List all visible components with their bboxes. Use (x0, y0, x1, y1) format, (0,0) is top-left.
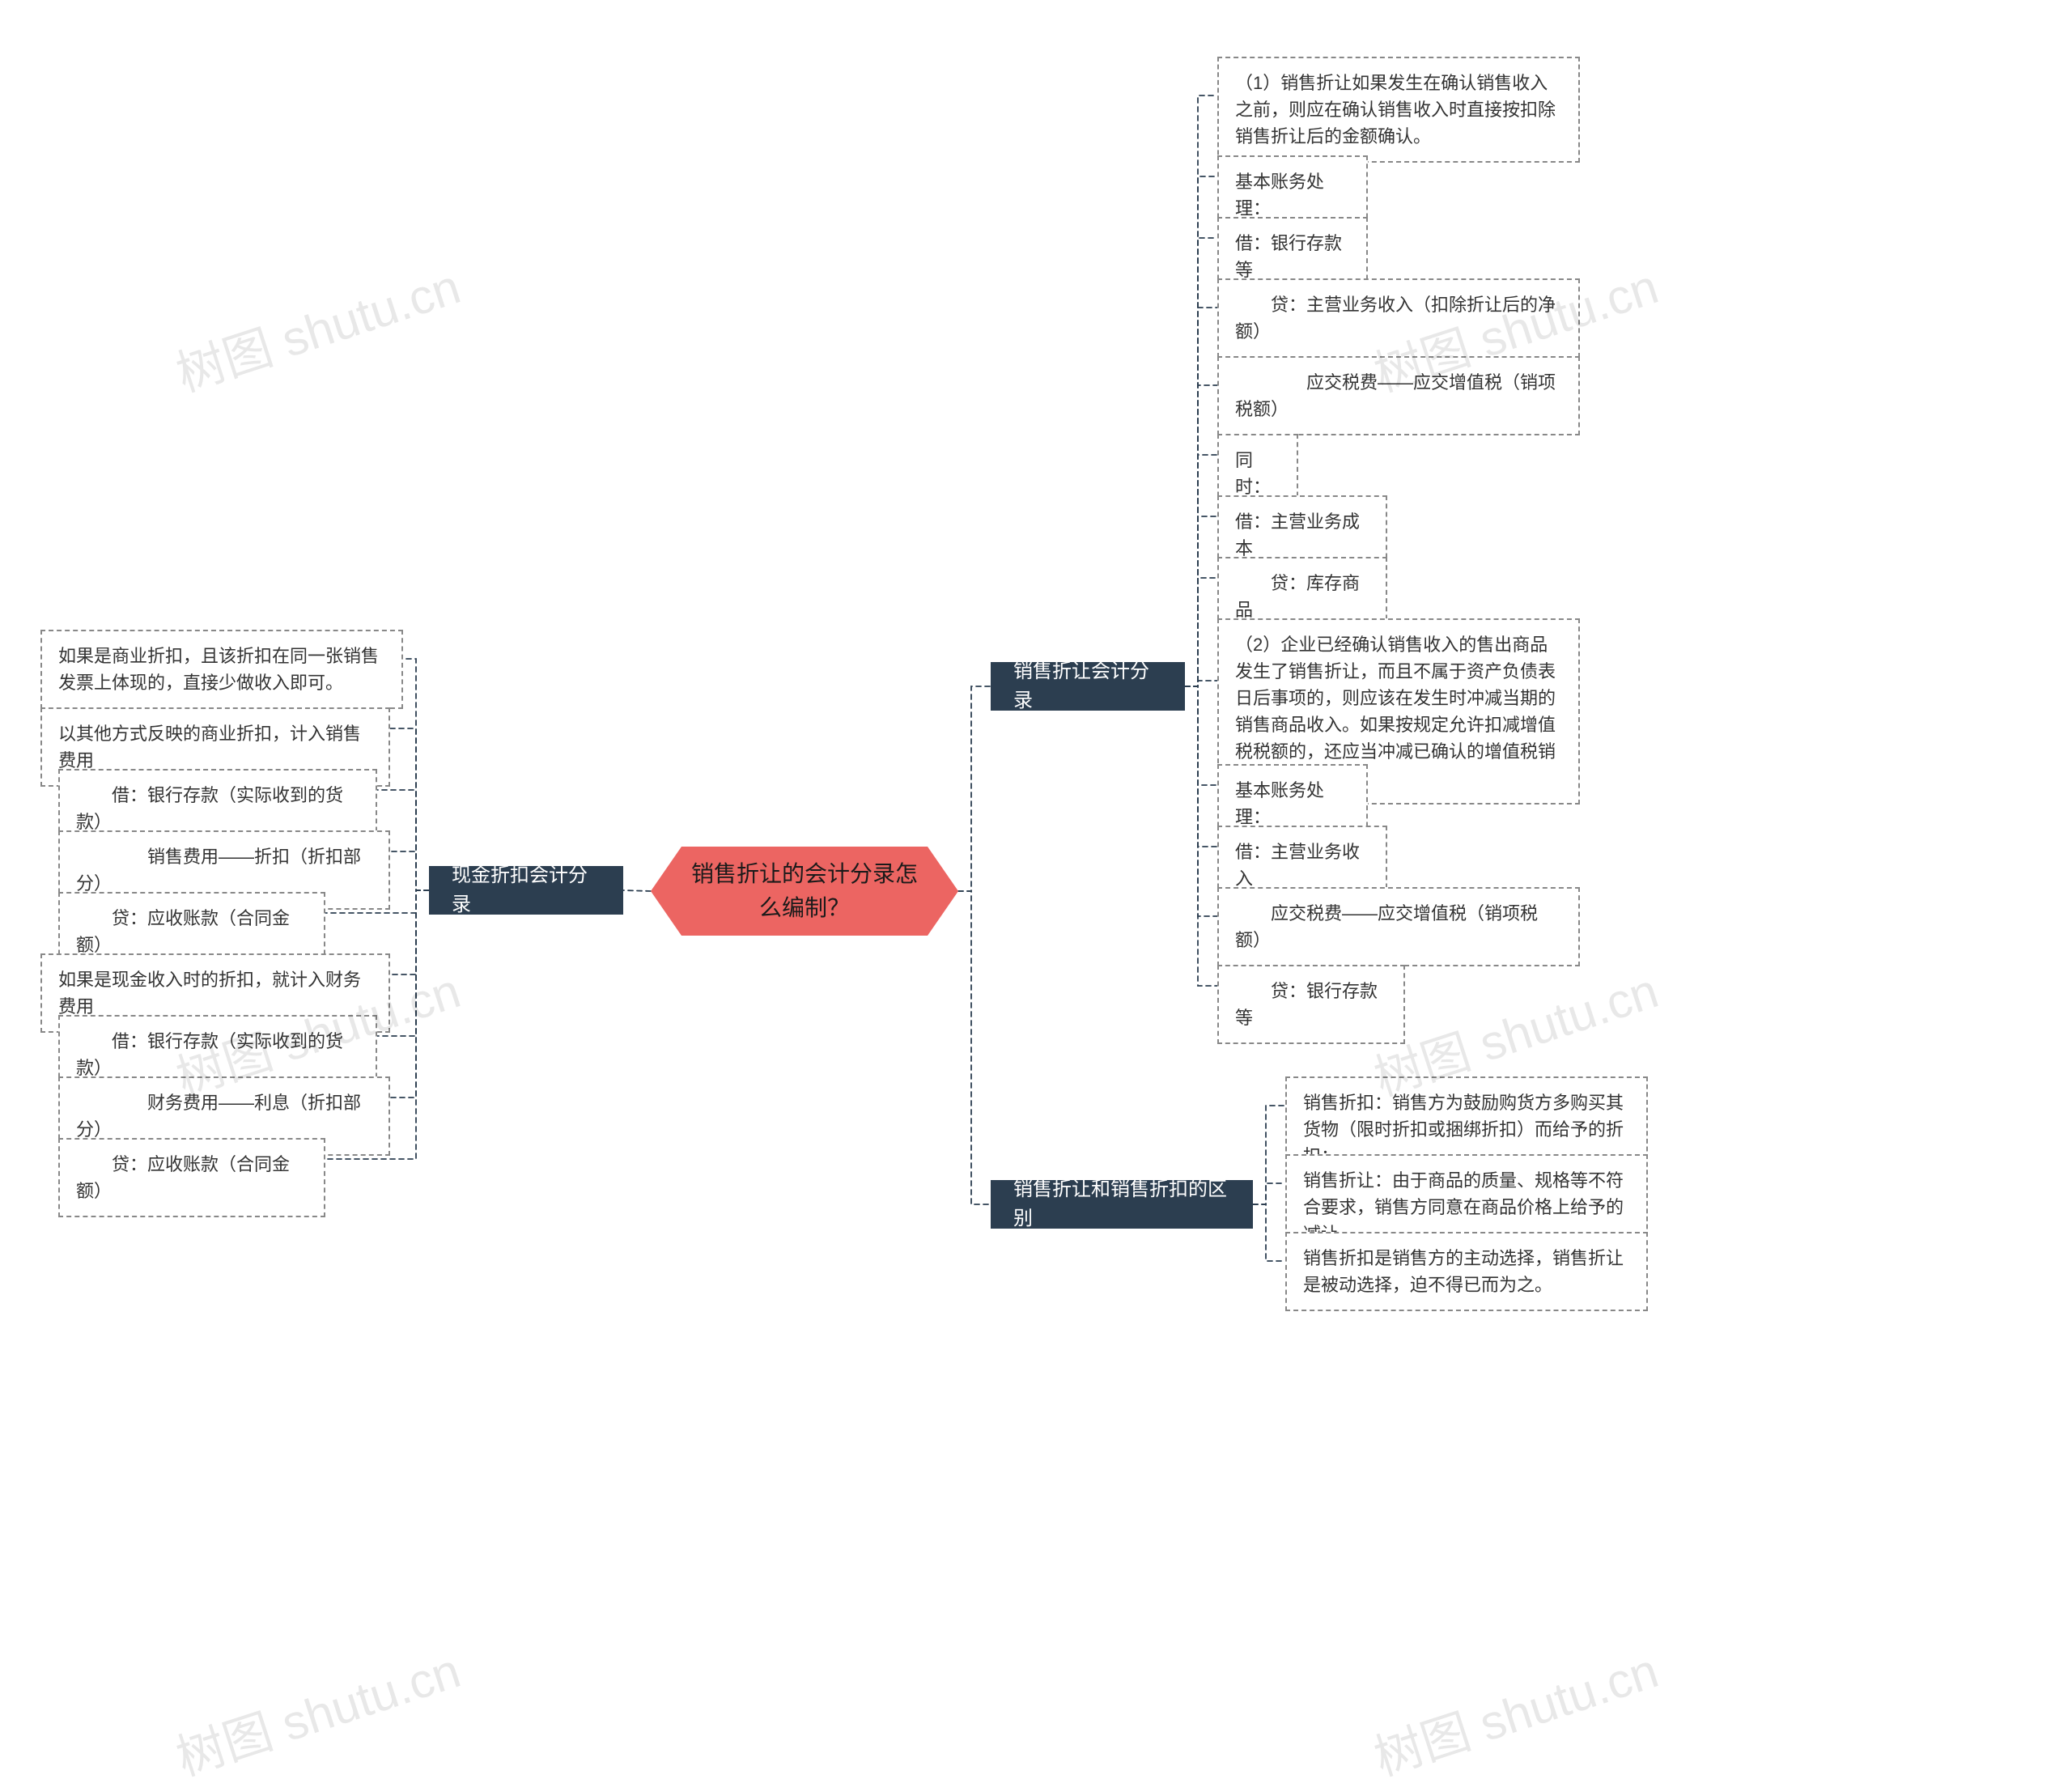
watermark-0: 树图 shutu.cn (166, 248, 468, 405)
watermark-4: 树图 shutu.cn (166, 1632, 468, 1779)
leaf-left-8[interactable]: 贷：应收账款（合同金额） (58, 1138, 325, 1217)
branch-cash-discount[interactable]: 现金折扣会计分录 (429, 866, 623, 915)
leaf-right-0-11[interactable]: 应交税费——应交增值税（销项税额） (1217, 887, 1580, 966)
leaf-right-0-4[interactable]: 应交税费——应交增值税（销项税额） (1217, 356, 1580, 435)
branch-right-0[interactable]: 销售折让会计分录 (991, 662, 1185, 711)
watermark-5: 树图 shutu.cn (1364, 1632, 1666, 1779)
branch-right-1[interactable]: 销售折让和销售折扣的区别 (991, 1180, 1253, 1229)
root-node[interactable]: 销售折让的会计分录怎么编制？ (651, 847, 958, 936)
leaf-left-0[interactable]: 如果是商业折扣，且该折扣在同一张销售发票上体现的，直接少做收入即可。 (40, 630, 403, 709)
leaf-right-0-12[interactable]: 贷：银行存款等 (1217, 965, 1405, 1044)
leaf-right-1-2[interactable]: 销售折扣是销售方的主动选择，销售折让是被动选择，迫不得已而为之。 (1285, 1232, 1648, 1311)
leaf-right-0-0[interactable]: （1）销售折让如果发生在确认销售收入之前，则应在确认销售收入时直接按扣除销售折让… (1217, 57, 1580, 163)
leaf-right-0-3[interactable]: 贷：主营业务收入（扣除折让后的净额） (1217, 278, 1580, 358)
